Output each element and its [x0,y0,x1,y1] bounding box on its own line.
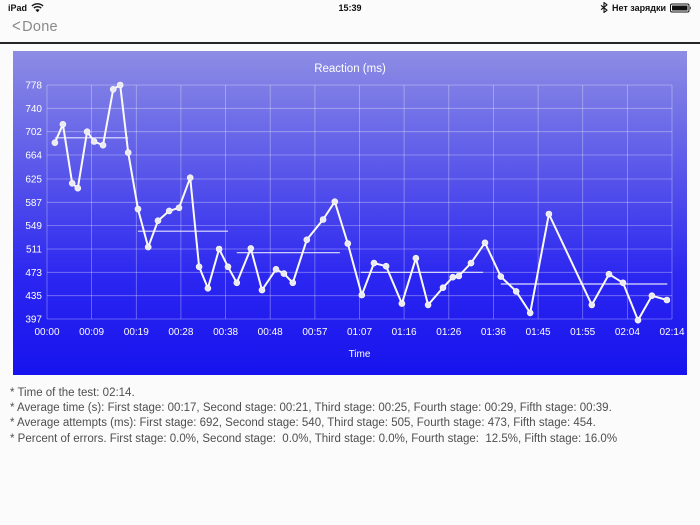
svg-text:00:09: 00:09 [79,327,104,338]
svg-text:Reaction (ms): Reaction (ms) [314,63,386,75]
svg-text:778: 778 [25,81,42,92]
summary-average-attempts: * Average attempts (ms): First stage: 69… [10,417,596,430]
svg-text:511: 511 [26,245,42,256]
svg-text:00:19: 00:19 [124,327,149,338]
svg-text:587: 587 [25,198,42,209]
svg-text:01:07: 01:07 [347,327,372,338]
svg-text:02:14: 02:14 [659,327,684,338]
reaction-chart: 00:00 00:09 00:19 00:28 00:38 00:48 00:57 01:07… [13,51,687,375]
summary-average-time: * Average time (s): First stage: 00:17, … [10,402,612,415]
summary-test-time: * Time of the test: 02:14. [10,387,135,399]
summary-percent-errors: * Percent of errors. First stage: 0.0%, … [10,432,618,445]
battery-icon [670,3,691,12]
bluetooth-icon [600,2,608,13]
nav-bar: < Done [0,15,700,42]
svg-text:740: 740 [25,104,42,115]
svg-text:00:48: 00:48 [258,327,283,338]
svg-text:702: 702 [25,127,42,138]
clock-label: 15:39 [338,2,362,13]
svg-text:00:00: 00:00 [34,327,59,338]
svg-text:01:16: 01:16 [392,327,417,338]
reaction-chart-plot: 00:00 00:09 00:19 00:28 00:38 00:48 00:57 01:07… [25,63,685,360]
svg-text:Time: Time [349,349,371,360]
done-button[interactable]: < Done [12,16,58,37]
svg-text:549: 549 [25,221,42,232]
svg-text:01:26: 01:26 [436,327,461,338]
battery-status-label: Нет зарядки [611,2,666,13]
status-bar: iPad 15:39 Нет зарядки [0,0,700,15]
svg-text:00:57: 00:57 [302,327,327,338]
svg-text:00:28: 00:28 [168,327,193,338]
svg-text:01:55: 01:55 [570,327,595,338]
carrier-label: iPad [8,2,28,13]
svg-text:00:38: 00:38 [213,327,238,338]
back-chevron-icon: < [12,16,22,37]
svg-text:473: 473 [25,268,42,279]
wifi-icon [31,2,44,12]
svg-text:625: 625 [25,175,42,186]
svg-text:01:45: 01:45 [526,327,551,338]
svg-text:01:36: 01:36 [481,327,506,338]
svg-text:02:04: 02:04 [615,327,640,338]
svg-text:664: 664 [25,151,42,162]
svg-text:435: 435 [25,291,42,302]
results-summary: * Time of the test: 02:14. * Average tim… [10,386,690,447]
svg-text:397: 397 [25,315,42,326]
separator-line [0,42,700,44]
done-button-label: Done [22,18,58,35]
